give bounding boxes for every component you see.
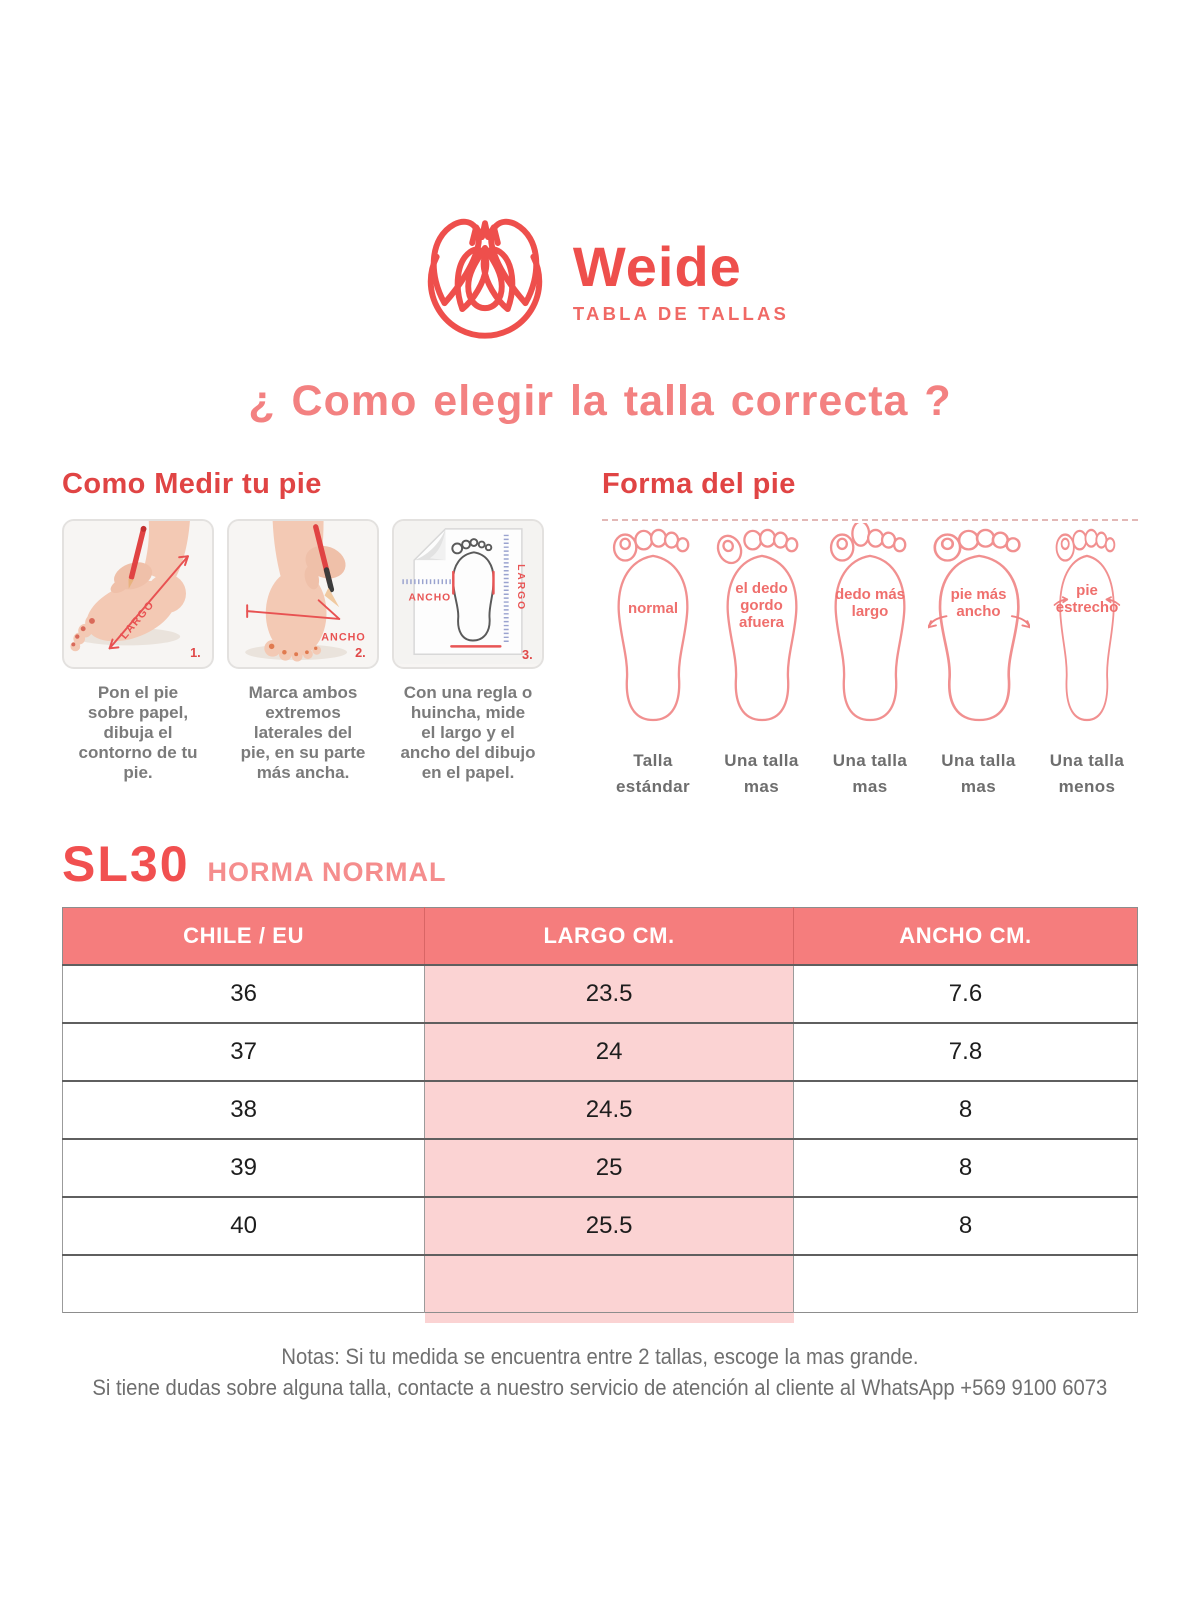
measure-step-images: LARGO 1.: [62, 519, 550, 669]
brand-header: Weide TABLA DE TALLAS: [0, 0, 1200, 351]
foot-diagram-normal: normal Talla estándar: [602, 523, 704, 801]
foot-diagram-long-toe: dedo más largo Una talla mas: [819, 520, 921, 801]
info-sections: Como Medir tu pie: [0, 468, 1200, 801]
note-line-2: Si tiene dudas sobre alguna talla, conta…: [92, 1375, 1108, 1401]
foot-diagram-big-toe-out: el dedo gordo afuera Una talla mas: [711, 523, 813, 801]
foot-outline-icon: [1053, 528, 1121, 722]
foot-size-advice: Una talla menos: [1049, 751, 1125, 797]
notes: Notas: Si tu medida se encuentra entre 2…: [0, 1341, 1200, 1404]
largo-cell: 25: [424, 1137, 794, 1197]
brand-tagline: TABLA DE TALLAS: [572, 302, 790, 324]
measure-step-3-image: ANCHO LARGO 3.: [392, 519, 544, 669]
ancho-cell: 8: [792, 1195, 1139, 1255]
size-eu-cell: 39: [61, 1137, 426, 1197]
feet-diagrams: normal Talla estándar el dedo gordo afuera…: [602, 519, 1138, 801]
largo-label: LARGO: [515, 564, 526, 611]
foot-shape-section: Forma del pie normal Talla estándar el ded…: [602, 468, 1138, 801]
foot-size-advice: Una talla mas: [724, 751, 799, 797]
size-chart-heading: SL30 HORMA NORMAL: [0, 839, 1200, 889]
ancho-cell: 7.6: [792, 963, 1139, 1023]
table-header-row: CHILE / EU LARGO CM. ANCHO CM.: [62, 907, 1138, 965]
table-row: 37 24 7.8: [61, 1021, 1139, 1081]
foot-size-advice: Una talla mas: [941, 751, 1016, 797]
step-number: 3.: [522, 647, 533, 662]
page-title: ¿ Como elegir la talla correcta ?: [248, 377, 952, 425]
foot-diagram-narrow: pie estrecho Una talla menos: [1036, 523, 1138, 801]
ruler-measure-illustration: ANCHO LARGO 3.: [394, 521, 542, 664]
size-table: CHILE / EU LARGO CM. ANCHO CM. 36 23.5 7.6 37…: [61, 906, 1139, 1313]
largo-cell: [424, 1253, 794, 1313]
foot-diagram-wide: pie más ancho Una talla mas: [926, 523, 1031, 801]
step-number: 1.: [190, 645, 201, 660]
note-line-1: Notas: Si tu medida se encuentra entre 2…: [281, 1343, 919, 1369]
table-row: 40 25.5 8: [61, 1195, 1139, 1255]
size-eu-cell: [61, 1253, 426, 1313]
size-table-wrap: CHILE / EU LARGO CM. ANCHO CM. 36 23.5 7.6 37…: [61, 906, 1139, 1323]
largo-cell: 24: [424, 1021, 794, 1081]
size-eu-cell: 36: [61, 963, 426, 1023]
measure-step-2-image: ANCHO 2.: [227, 519, 379, 669]
ancho-cell: 8: [792, 1137, 1139, 1197]
model-code: SL30: [62, 835, 190, 892]
foot-size-advice: Una talla mas: [832, 751, 908, 797]
column-header: ANCHO CM.: [793, 907, 1138, 965]
ancho-cell: 8: [792, 1079, 1139, 1139]
ancho-cell: [792, 1253, 1139, 1313]
foot-size-advice: Talla estándar: [615, 751, 691, 797]
size-eu-cell: 40: [61, 1195, 426, 1255]
swan-crown-emblem-icon: [427, 218, 543, 339]
table-row: 39 25 8: [61, 1137, 1139, 1197]
step-1-caption: Pon el pie sobre papel, dibuja el contor…: [78, 683, 198, 783]
measure-step-captions: Pon el pie sobre papel, dibuja el contor…: [62, 683, 550, 783]
step-number: 2.: [355, 645, 366, 660]
brand-name: Weide: [572, 234, 742, 298]
measure-section: Como Medir tu pie: [62, 468, 550, 801]
column-header: CHILE / EU: [62, 907, 426, 965]
brand-logo: [411, 212, 559, 351]
ancho-cell: 7.8: [792, 1021, 1139, 1081]
step-2-caption: Marca ambos extremos laterales del pie, …: [240, 683, 366, 783]
table-row: [61, 1253, 1139, 1313]
foot-outline-icon: [926, 528, 1031, 722]
ancho-label: ANCHO: [409, 592, 452, 603]
brand-text: Weide TABLA DE TALLAS: [572, 234, 790, 325]
foot-outline-icon: [716, 528, 798, 722]
shape-heading: Forma del pie: [602, 468, 796, 500]
largo-cell: 24.5: [424, 1079, 794, 1139]
column-header: LARGO CM.: [424, 907, 794, 965]
highlight-column-tail: [424, 1312, 794, 1323]
step-3-caption: Con una regla o huincha, mide el largo y…: [400, 683, 536, 783]
table-row: 36 23.5 7.6: [61, 963, 1139, 1023]
measure-step-1-image: LARGO 1.: [62, 519, 214, 669]
mark-width-illustration: ANCHO 2.: [229, 521, 377, 664]
largo-cell: 23.5: [424, 963, 794, 1023]
size-eu-cell: 38: [61, 1079, 426, 1139]
fit-label: HORMA NORMAL: [207, 856, 447, 887]
largo-cell: 25.5: [424, 1195, 794, 1255]
measure-heading: Como Medir tu pie: [62, 468, 322, 500]
size-eu-cell: 37: [61, 1021, 426, 1081]
foot-outline-icon: [612, 528, 690, 722]
foot-outline-icon: [829, 520, 907, 722]
table-row: 38 24.5 8: [61, 1079, 1139, 1139]
trace-foot-illustration: LARGO 1.: [64, 521, 212, 664]
ancho-label: ANCHO: [321, 631, 365, 643]
